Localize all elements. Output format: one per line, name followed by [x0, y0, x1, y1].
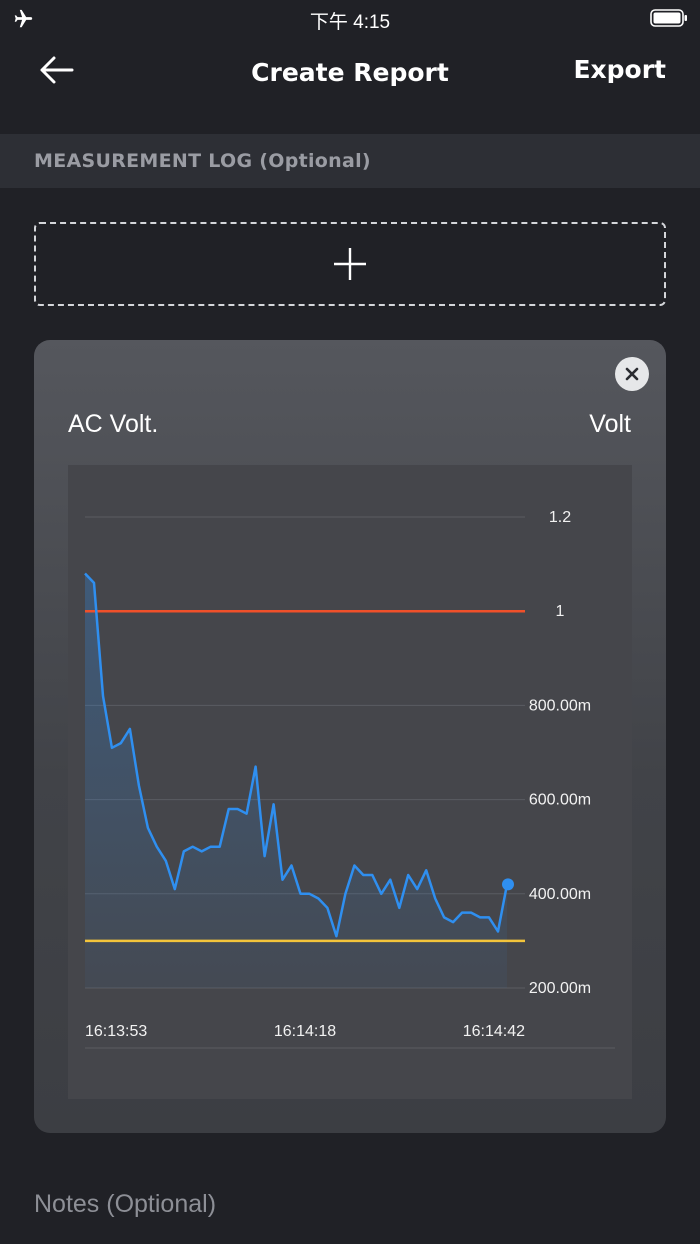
y-tick-label: 1.2: [549, 509, 571, 526]
chart-area: 1.2 1 800.00m 600.00m 400.00m 200.00m 16:13:53…: [68, 465, 632, 1099]
status-time: 下午 4:15: [309, 12, 391, 33]
add-measurement-button[interactable]: [34, 222, 666, 306]
battery-icon: [650, 9, 687, 27]
y-tick-label: 400.00m: [529, 886, 591, 903]
airplane-icon: [14, 9, 33, 28]
arrow-left-icon[interactable]: [38, 54, 76, 88]
y-tick-label: 200.00m: [529, 980, 591, 997]
measurement-unit: Volt: [589, 410, 631, 438]
y-tick-label: 600.00m: [529, 792, 591, 809]
export-button[interactable]: Export: [573, 55, 666, 84]
x-tick-label: 16:13:53: [85, 1023, 147, 1040]
close-icon: [625, 367, 639, 381]
x-tick-label: 16:14:42: [463, 1023, 525, 1040]
measurement-log-header: MEASUREMENT LOG (Optional): [0, 134, 700, 188]
series-area: [85, 573, 507, 988]
voltage-chart: 1.2 1 800.00m 600.00m 400.00m 200.00m 16:13:53…: [84, 509, 615, 1049]
notes-label: Notes (Optional): [34, 1190, 217, 1218]
measurement-label: AC Volt.: [68, 410, 159, 438]
close-card-button[interactable]: [615, 357, 649, 391]
y-tick-label: 800.00m: [529, 697, 591, 714]
x-tick-label: 16:14:18: [274, 1023, 336, 1040]
navigation-bar: Create Report Export: [0, 40, 700, 110]
series-line: [84, 572, 509, 938]
latest-point: [502, 878, 514, 891]
page-title: Create Report: [251, 58, 449, 87]
measurement-card: AC Volt. Volt 1.2 1 800.00m 600.00m 400.00m 2…: [34, 340, 666, 1133]
y-tick-label: 1: [556, 603, 565, 620]
status-bar: 下午 4:15: [0, 0, 700, 40]
plus-icon: [334, 248, 366, 280]
section-title: MEASUREMENT LOG (Optional): [34, 150, 371, 172]
